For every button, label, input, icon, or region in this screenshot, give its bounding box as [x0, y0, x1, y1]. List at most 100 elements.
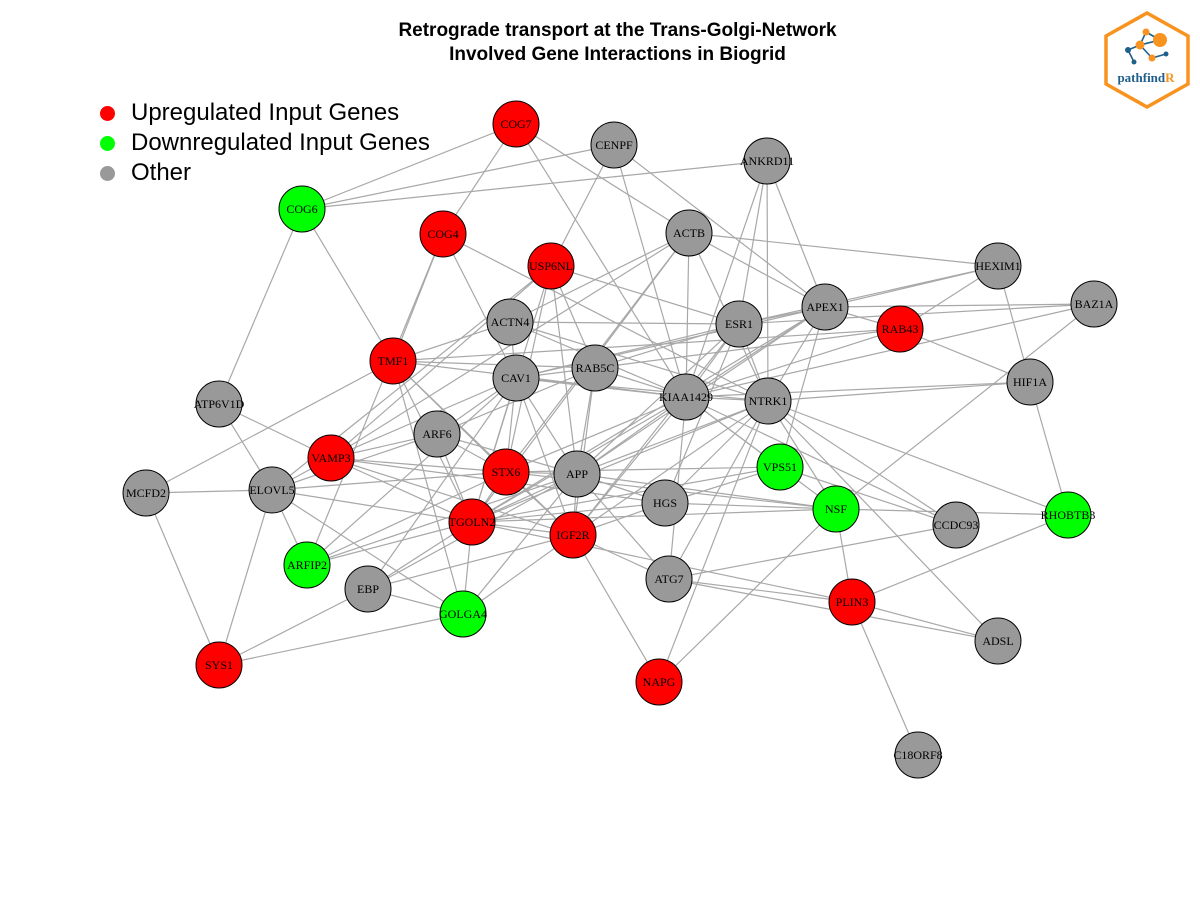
edge-atg7-plin3	[668, 578, 853, 603]
edge-vamp3-igf2r	[330, 457, 574, 536]
node-circle-stx6	[482, 448, 530, 496]
edge-actb-actn4	[509, 232, 690, 323]
node-circle-mcfd2	[122, 469, 170, 517]
edge-mcfd2-sys1	[145, 492, 220, 666]
node-ntrk1: NTRK1	[744, 377, 792, 425]
edge-ntrk1-app	[576, 400, 769, 475]
edge-rhobtb3-plin3	[851, 514, 1069, 603]
node-label-arfip2: ARFIP2	[287, 558, 327, 572]
node-elovl5: ELOVL5	[248, 466, 296, 514]
logo-text-accent: R	[1165, 70, 1175, 85]
node-vps51: VPS51	[756, 443, 804, 491]
node-tmf1: TMF1	[369, 337, 417, 385]
node-adsl: ADSL	[974, 617, 1022, 665]
node-sys1: SYS1	[195, 641, 243, 689]
node-rhobtb3: RHOBTB3	[1041, 491, 1095, 539]
edge-kiaa1429-ccdc93	[685, 396, 957, 526]
legend-label-upregulated: Upregulated Input Genes	[131, 99, 400, 126]
node-circle-tgoln2	[448, 498, 496, 546]
node-label-igf2r: IGF2R	[556, 528, 589, 542]
legend-item-downregulated: Downregulated Input Genes	[96, 128, 430, 158]
edge-cav1-ntrk1	[515, 377, 769, 402]
edge-hif1a-ntrk1	[767, 381, 1031, 402]
edge-ankrd11-apex1	[766, 160, 826, 308]
edge-cav1-ebp	[367, 377, 517, 590]
node-label-actb: ACTB	[673, 226, 705, 240]
node-label-adsl: ADSL	[982, 634, 1013, 648]
node-circle-adsl	[974, 617, 1022, 665]
node-circle-elovl5	[248, 466, 296, 514]
edge-ntrk1-atg7	[668, 400, 769, 580]
edge-esr1-igf2r	[572, 323, 740, 536]
node-label-vamp3: VAMP3	[311, 451, 350, 465]
node-cog6: COG6	[278, 185, 326, 233]
node-circle-hif1a	[1006, 358, 1054, 406]
edge-ntrk1-igf2r	[572, 400, 769, 536]
node-label-cog4: COG4	[427, 227, 458, 241]
node-circle-tmf1	[369, 337, 417, 385]
node-label-vps51: VPS51	[763, 460, 797, 474]
node-label-ntrk1: NTRK1	[749, 394, 788, 408]
edge-app-golga4	[462, 473, 578, 615]
node-label-arf6: ARF6	[422, 427, 451, 441]
node-rab43: RAB43	[876, 305, 924, 353]
node-circle-cog7	[492, 100, 540, 148]
edge-apex1-cav1	[515, 306, 826, 379]
node-actn4: ACTN4	[486, 298, 534, 346]
edges-layer	[145, 123, 1095, 756]
node-hexim1: HEXIM1	[974, 242, 1022, 290]
node-golga4: GOLGA4	[439, 590, 487, 638]
node-label-kiaa1429: KIAA1429	[659, 390, 713, 404]
node-rab5c: RAB5C	[571, 344, 619, 392]
node-arf6: ARF6	[413, 410, 461, 458]
legend-label-other: Other	[131, 159, 192, 186]
edge-igf2r-ebp	[367, 534, 574, 590]
logo-text-main: pathfind	[1117, 70, 1165, 85]
edge-rab5c-igf2r	[572, 367, 596, 536]
edge-ankrd11-kiaa1429	[685, 160, 768, 398]
edge-elovl5-golga4	[271, 489, 464, 615]
node-circle-cog6	[278, 185, 326, 233]
edge-cenpf-apex1	[613, 144, 826, 308]
edge-cav1-arfip2	[306, 377, 517, 566]
edge-ntrk1-ccdc93	[767, 400, 957, 526]
node-circle-ebp	[344, 565, 392, 613]
node-actb: ACTB	[665, 209, 713, 257]
node-label-napg: NAPG	[643, 675, 676, 689]
edge-cenpf-kiaa1429	[613, 144, 687, 398]
node-circle-napg	[635, 658, 683, 706]
node-label-rab5c: RAB5C	[576, 361, 615, 375]
edge-baz1a-nsf	[835, 303, 1095, 510]
node-circle-arf6	[413, 410, 461, 458]
edge-golga4-sys1	[218, 613, 464, 666]
node-label-plin3: PLIN3	[836, 595, 869, 609]
node-label-atp6v1d: ATP6V1D	[194, 397, 245, 411]
edge-actb-hexim1	[688, 232, 999, 267]
node-circle-ccdc93	[932, 501, 980, 549]
node-ebp: EBP	[344, 565, 392, 613]
edge-tmf1-golga4	[392, 360, 464, 615]
edge-atg7-ccdc93	[668, 524, 957, 580]
edge-ntrk1-hgs	[664, 400, 769, 504]
node-hgs: HGS	[641, 479, 689, 527]
edge-tmf1-rab5c	[392, 360, 596, 369]
node-circle-sys1	[195, 641, 243, 689]
edge-baz1a-apex1	[824, 303, 1095, 308]
node-label-usp6nl: USP6NL	[529, 259, 573, 273]
node-circle-baz1a	[1070, 280, 1118, 328]
edge-ntrk1-napg	[658, 400, 769, 683]
node-label-sys1: SYS1	[205, 658, 233, 672]
node-label-tmf1: TMF1	[378, 354, 409, 368]
node-label-cog7: COG7	[500, 117, 531, 131]
node-circle-vps51	[756, 443, 804, 491]
node-circle-kiaa1429	[662, 373, 710, 421]
node-label-cav1: CAV1	[501, 371, 531, 385]
node-circle-igf2r	[549, 511, 597, 559]
edge-cog7-kiaa1429	[515, 123, 687, 398]
edge-kiaa1429-igf2r	[572, 396, 687, 536]
node-circle-nsf	[812, 485, 860, 533]
node-circle-app	[553, 450, 601, 498]
node-circle-actn4	[486, 298, 534, 346]
node-stx6: STX6	[482, 448, 530, 496]
